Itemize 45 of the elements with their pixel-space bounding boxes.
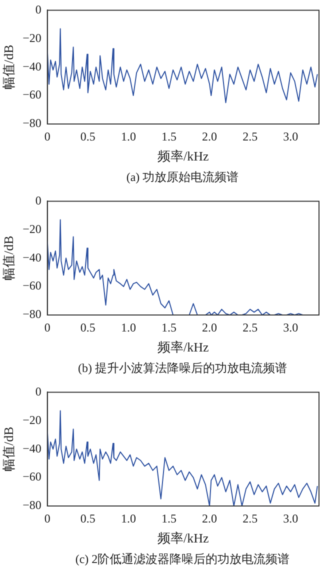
x-tick-label: 1.5 (161, 511, 176, 526)
y-tick-label: −80 (22, 498, 42, 512)
y-tick-label: −60 (22, 278, 42, 293)
x-axis-title: 频率/kHz (158, 340, 210, 355)
x-tick-label: 1.0 (120, 129, 136, 144)
x-tick-label: 3.0 (283, 129, 298, 144)
x-tick-label: 0.5 (80, 320, 96, 334)
x-tick-label: 2.0 (202, 129, 218, 144)
x-tick-label: 2.0 (202, 320, 218, 334)
y-tick-label: −20 (22, 30, 42, 45)
y-tick-label: 0 (35, 193, 42, 208)
y-tick-label: −40 (22, 441, 42, 456)
x-tick-label: 0.5 (80, 511, 96, 526)
x-tick-label: 1.0 (120, 511, 136, 526)
text: (b) 提升小波算法降噪后的功放电流频谱 (77, 360, 288, 377)
y-tick-label: −20 (22, 412, 42, 427)
y-tick-label: 0 (35, 384, 42, 398)
y-axis-title: 幅值/dB (1, 426, 16, 472)
y-tick-label: −60 (22, 470, 42, 484)
text: (a) 功放原始电流频谱 (125, 169, 240, 186)
y-tick-label: −20 (22, 222, 42, 236)
x-tick-label: 0 (44, 129, 50, 144)
x-tick-label: 1.0 (120, 320, 136, 334)
x-tick-label: 2.5 (242, 320, 258, 334)
x-tick-label: 2.0 (202, 511, 218, 526)
text: (c) 2阶低通滤波器降噪后的功放电流频谱 (74, 551, 291, 568)
x-axis-title: 频率/kHz (158, 148, 210, 164)
x-tick-label: 3.0 (283, 320, 298, 334)
x-tick-label: 1.5 (161, 129, 176, 144)
y-tick-label: −60 (22, 88, 42, 102)
x-tick-label: 0 (44, 320, 50, 334)
y-axis-title: 幅值/dB (1, 235, 16, 280)
y-tick-label: 0 (35, 2, 42, 16)
y-tick-label: −40 (22, 250, 42, 264)
x-tick-label: 0 (44, 511, 50, 526)
x-tick-label: 1.5 (161, 320, 176, 334)
x-tick-label: 3.0 (283, 511, 298, 526)
y-axis-title: 幅值/dB (1, 44, 16, 90)
y-tick-label: −40 (22, 59, 42, 74)
x-tick-label: 0.5 (80, 129, 96, 144)
y-tick-label: −80 (22, 307, 42, 322)
x-tick-label: 2.5 (242, 511, 258, 526)
x-tick-label: 2.5 (242, 129, 258, 144)
x-axis-title: 频率/kHz (158, 530, 210, 546)
y-tick-label: −80 (22, 116, 42, 130)
